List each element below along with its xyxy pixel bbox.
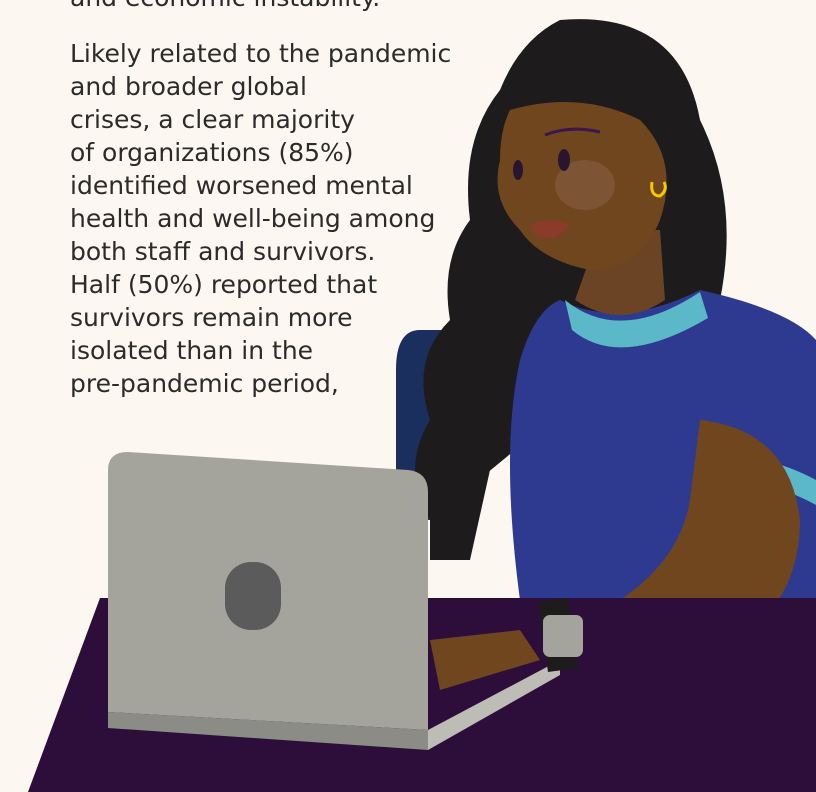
text-line: and broader global [70, 72, 307, 101]
eye [558, 149, 570, 171]
text-line: Half (50%) reported that [70, 270, 377, 299]
text-line: of organizations (85%) [70, 138, 354, 167]
page-canvas: and economic instability. Likely related … [0, 0, 816, 792]
laptop-logo [225, 562, 281, 630]
text-line: Likely related to the pandemic [70, 39, 451, 68]
text-line: crises, a clear majority [70, 105, 355, 134]
text-line: pre-pandemic period, [70, 369, 339, 398]
eye [513, 160, 523, 180]
text-line: identified worsened mental [70, 171, 413, 200]
text-line: isolated than in the [70, 336, 313, 365]
text-line: and economic instability. [70, 0, 380, 12]
text-line: health and well-being among [70, 204, 435, 233]
page: {"paragraphs": [ {"lines": ["and economi… [0, 0, 816, 792]
text-line: survivors remain more [70, 303, 353, 332]
watch-face [543, 615, 583, 657]
text-line: both staff and survivors. [70, 237, 375, 266]
